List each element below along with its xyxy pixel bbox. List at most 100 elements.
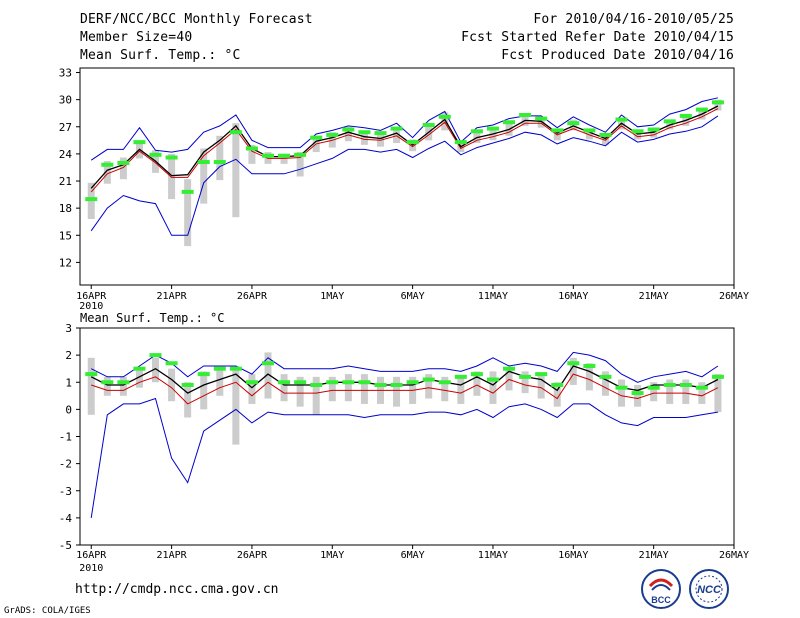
precip-spread-box bbox=[489, 371, 497, 404]
temp-panel: 12 15 18 21 24 27 30 33 16APR 21APR 26APR 1MAY 6MAY 1… bbox=[59, 67, 749, 325]
temp-y-tick-label: 18 bbox=[59, 202, 72, 215]
precip-forecast-marker bbox=[245, 380, 258, 385]
temp-forecast-marker bbox=[454, 140, 467, 145]
precip-forecast-marker bbox=[374, 382, 387, 387]
temp-forecast-marker bbox=[262, 153, 275, 158]
precip-spread-box bbox=[360, 374, 368, 404]
ncc-logo-text: NCC bbox=[697, 584, 722, 596]
temp-spread-box bbox=[103, 161, 111, 184]
temp-lower-line bbox=[90, 115, 719, 236]
precip-forecast-marker bbox=[519, 374, 532, 379]
temp-x-tick-label: 11MAY bbox=[478, 291, 508, 302]
precip-forecast-marker bbox=[101, 380, 114, 385]
precip-spread-box bbox=[103, 376, 111, 396]
precip-spread-box bbox=[232, 368, 240, 445]
precip-forecast-marker bbox=[486, 377, 499, 382]
temp-upper-line bbox=[90, 97, 719, 161]
precip-forecast-marker bbox=[647, 385, 660, 390]
temp-spread-box bbox=[714, 99, 722, 111]
precip-y-tick-label: 2 bbox=[65, 349, 72, 362]
temp-y-tick-label: 33 bbox=[59, 67, 72, 80]
temp-spread-box bbox=[168, 153, 176, 200]
temp-forecast-marker bbox=[133, 140, 146, 145]
precip-x-tick-label: 26MAY bbox=[719, 550, 749, 561]
precip-upper-line bbox=[90, 351, 719, 383]
temp-forecast-marker bbox=[229, 130, 242, 135]
temp-forecast-marker bbox=[245, 146, 258, 151]
precip-spread-box bbox=[184, 382, 192, 418]
ncc-logo: NCC bbox=[689, 569, 729, 609]
temp-forecast-marker bbox=[470, 129, 483, 134]
precip-forecast-marker bbox=[679, 382, 692, 387]
precip-y-tick-label: -1 bbox=[59, 431, 72, 444]
temp-x-tick-label: 6MAY bbox=[401, 291, 425, 302]
temp-forecast-marker bbox=[197, 160, 210, 165]
precip-forecast-marker bbox=[663, 382, 676, 387]
precip-forecast-marker bbox=[695, 385, 708, 390]
temp-frame bbox=[79, 67, 735, 286]
precip-forecast-marker bbox=[181, 382, 194, 387]
precip-forecast-marker bbox=[229, 366, 242, 371]
temp-spread-box bbox=[601, 134, 609, 145]
temp-spread-box bbox=[585, 128, 593, 140]
precip-spread-box bbox=[344, 374, 352, 402]
precip-x-tick-label: 1MAY bbox=[320, 550, 344, 561]
precip-forecast-marker bbox=[615, 385, 628, 390]
precip-forecast-marker bbox=[133, 366, 146, 371]
temp-spread-box bbox=[634, 130, 642, 140]
temp-forecast-marker bbox=[358, 130, 371, 135]
precip-y-tick-label: 1 bbox=[65, 376, 72, 389]
precip-forecast-marker bbox=[454, 374, 467, 379]
precip-forecast-marker bbox=[262, 361, 275, 366]
temp-forecast-marker bbox=[695, 107, 708, 112]
temp-forecast-marker bbox=[213, 160, 226, 165]
precip-spread-box bbox=[537, 374, 545, 399]
precip-spread-box bbox=[714, 374, 722, 413]
precip-forecast-marker bbox=[503, 366, 516, 371]
precip-spread-box bbox=[698, 382, 706, 404]
precip-median-line bbox=[91, 373, 719, 405]
precip-forecast-marker bbox=[535, 372, 548, 377]
precip-lower-line bbox=[90, 397, 718, 518]
precip-panel-title: Mean Surf. Temp.: °C bbox=[80, 311, 225, 325]
forecast-period: For 2010/04/16-2010/05/25 bbox=[533, 12, 734, 27]
temp-forecast-marker bbox=[390, 126, 403, 131]
precip-forecast-marker bbox=[583, 363, 596, 368]
precip-x-tick-label: 16MAY bbox=[558, 550, 588, 561]
precip-y-tick-label: -4 bbox=[59, 512, 73, 525]
temp-forecast-marker bbox=[117, 160, 130, 165]
precip-spread-box bbox=[425, 374, 433, 399]
temp-y-tick-label: 21 bbox=[59, 175, 72, 188]
temp-forecast-marker bbox=[165, 155, 178, 160]
precip-spread-box bbox=[618, 379, 626, 407]
temp-spread-box bbox=[232, 123, 240, 218]
precip-forecast-marker bbox=[567, 361, 580, 366]
precip-forecast-marker bbox=[117, 380, 130, 385]
temp-forecast-marker bbox=[278, 153, 291, 158]
member-size: Member Size=40 bbox=[80, 30, 193, 45]
temp-forecast-marker bbox=[438, 114, 451, 119]
temp-forecast-marker bbox=[567, 121, 580, 126]
temp-forecast-marker bbox=[663, 119, 676, 124]
temp-x-tick-label: 16MAY bbox=[558, 291, 588, 302]
precip-x-tick-label: 6MAY bbox=[401, 550, 425, 561]
precip-spread-box bbox=[585, 363, 593, 391]
source-url: http://cmdp.ncc.cma.gov.cn bbox=[75, 582, 279, 597]
precip-forecast-marker bbox=[631, 391, 644, 396]
temp-forecast-marker bbox=[551, 128, 564, 133]
grads-credit: GrADS: COLA/IGES bbox=[4, 606, 91, 616]
precip-forecast-marker bbox=[551, 382, 564, 387]
temp-spread-box bbox=[537, 116, 545, 128]
precip-spread-box bbox=[168, 368, 176, 402]
temp-spread-box bbox=[393, 126, 401, 144]
temp-year-label: 2010 bbox=[79, 301, 103, 312]
precip-spread-box bbox=[393, 376, 401, 407]
precip-spread-box bbox=[200, 371, 208, 410]
temp-forecast-marker bbox=[374, 131, 387, 136]
temp-forecast-marker bbox=[583, 128, 596, 133]
temp-y-tick-label: 12 bbox=[59, 256, 72, 269]
precip-forecast-marker bbox=[470, 372, 483, 377]
temp-forecast-marker bbox=[149, 152, 162, 157]
precip-spread-box bbox=[87, 357, 95, 415]
precip-forecast-marker bbox=[438, 380, 451, 385]
